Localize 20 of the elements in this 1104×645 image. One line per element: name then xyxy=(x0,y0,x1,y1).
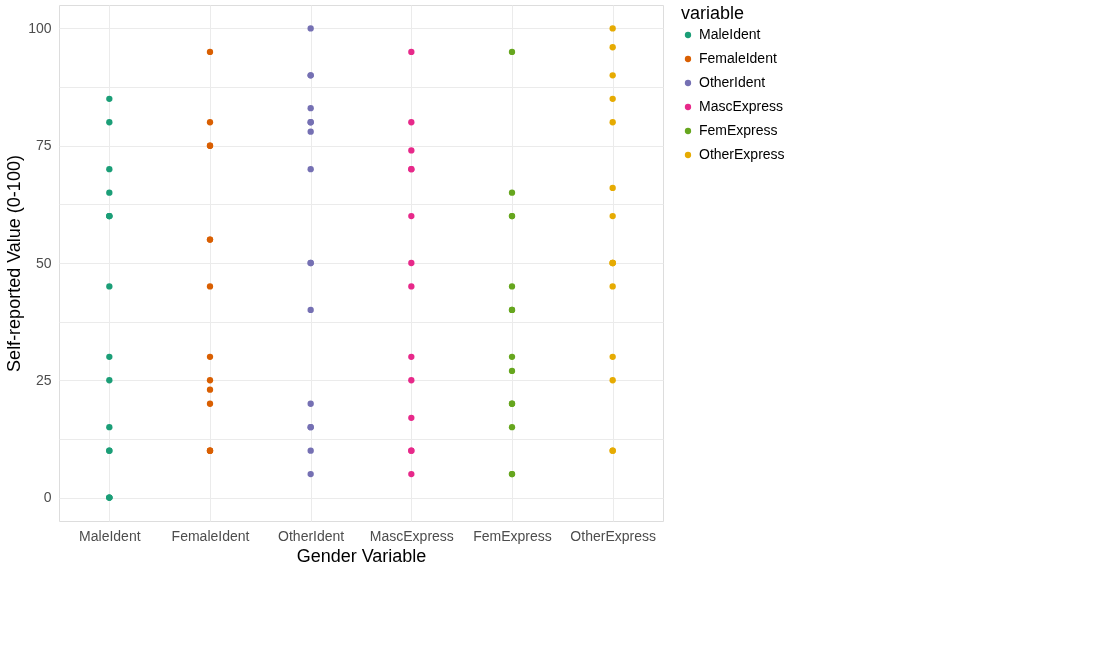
x-tick-label: FemExpress xyxy=(473,527,552,544)
legend-label: OtherIdent xyxy=(699,74,766,90)
x-axis-title: Gender Variable xyxy=(296,545,427,566)
y-tick-label: 100 xyxy=(28,19,52,36)
x-tick-label: OtherIdent xyxy=(278,527,345,544)
legend-label: MaleIdent xyxy=(699,26,761,42)
y-tick-label: 25 xyxy=(35,371,52,388)
y-tick-label: 75 xyxy=(35,137,52,154)
legend-label: MascExpress xyxy=(699,98,784,114)
x-tick-label: MascExpress xyxy=(369,527,454,544)
legend-label: FemaleIdent xyxy=(699,50,777,66)
legend-title: variable xyxy=(681,3,745,23)
legend-label: FemExpress xyxy=(699,122,778,138)
y-tick-label: 50 xyxy=(35,254,52,271)
x-tick-label: MaleIdent xyxy=(79,527,141,544)
x-tick-label: FemaleIdent xyxy=(171,527,250,544)
x-tick-label: OtherExpress xyxy=(570,527,656,544)
y-axis-title: Self-reported Value (0-100) xyxy=(4,155,25,372)
legend-label: OtherExpress xyxy=(699,146,785,162)
y-tick-label: 0 xyxy=(43,489,52,506)
